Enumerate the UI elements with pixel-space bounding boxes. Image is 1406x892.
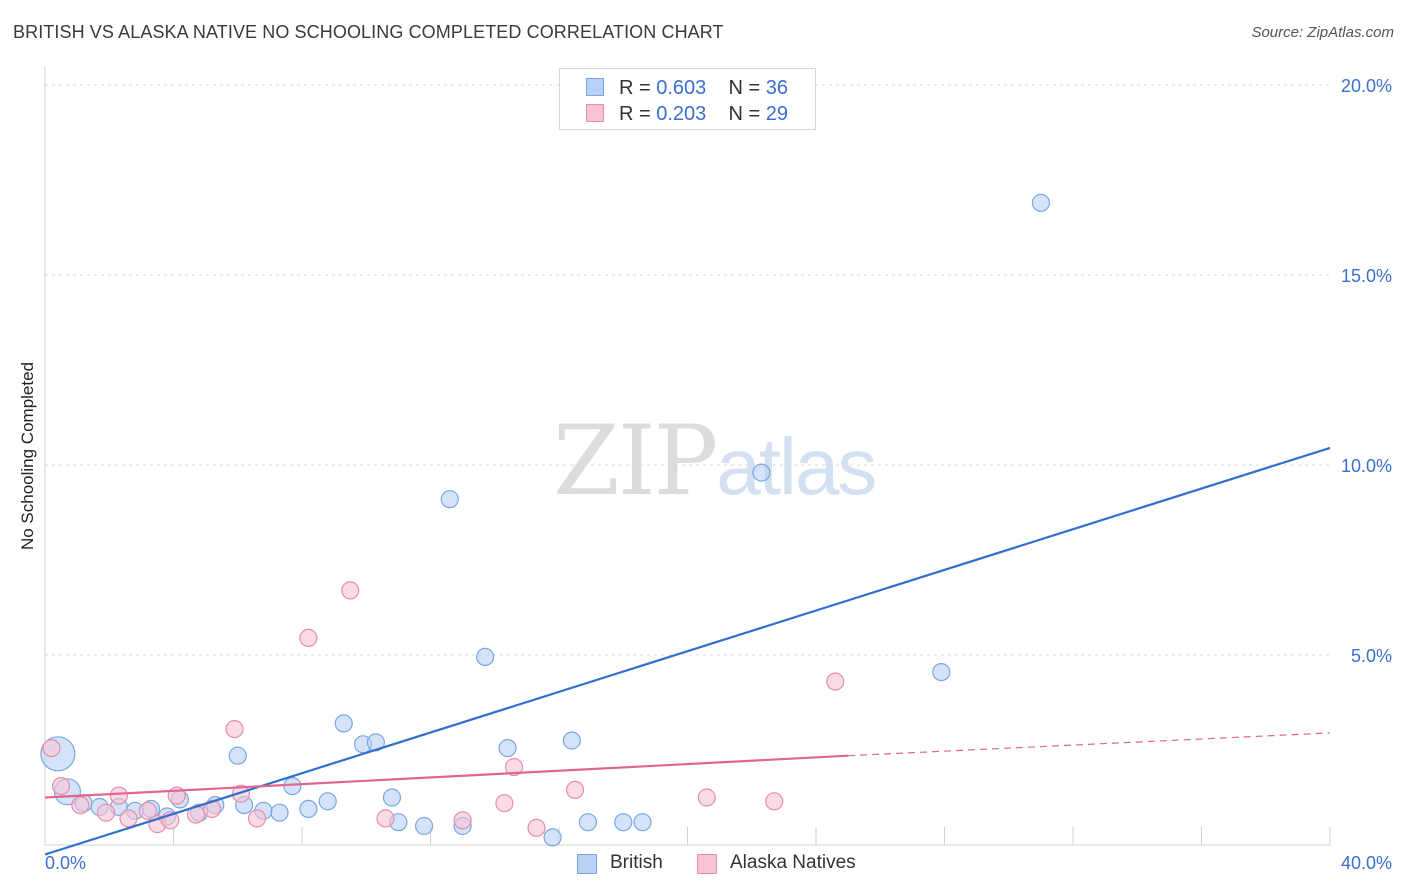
x-tick-label: 40.0% xyxy=(1341,853,1392,873)
alaska-point xyxy=(376,809,395,828)
british-point xyxy=(614,813,633,832)
alaska-point xyxy=(504,757,524,777)
source-label: Source: ZipAtlas.com xyxy=(1251,24,1394,41)
british-point xyxy=(299,799,318,819)
legend-alaska-r-label: R = xyxy=(619,103,657,125)
legend-british-r-value: 0.603 xyxy=(656,77,707,99)
y-axis-title: No Schooling Completed xyxy=(18,361,37,551)
bottom-legend-swatch-british xyxy=(577,854,597,874)
alaska-trendline xyxy=(44,754,849,799)
british-point xyxy=(318,792,337,811)
alaska-point xyxy=(341,581,360,600)
british-point xyxy=(932,662,951,682)
alaska-point xyxy=(71,795,90,815)
alaska-trendline-extension xyxy=(848,732,1331,757)
legend-british-n-value: 36 xyxy=(765,77,789,99)
stats-legend: R = 0.603 N = 36 R = 0.203 N = 29 xyxy=(559,68,816,130)
alaska-point xyxy=(109,786,128,805)
y-tick-label: 20.0% xyxy=(1341,76,1392,96)
legend-british-r-label: R = xyxy=(619,77,657,99)
alaska-point xyxy=(247,809,267,828)
british-point xyxy=(440,490,459,509)
british-point xyxy=(752,463,771,482)
british-point xyxy=(283,776,302,796)
british-point xyxy=(543,828,562,847)
legend-alaska-n-label: N = xyxy=(728,103,766,125)
british-point xyxy=(1031,193,1050,212)
bottom-legend-label-alaska: Alaska Natives xyxy=(730,852,856,873)
x-tick-label: 0.0% xyxy=(45,853,86,873)
y-tick-label: 10.0% xyxy=(1341,456,1392,476)
alaska-point xyxy=(495,794,514,813)
chart-title: BRITISH VS ALASKA NATIVE NO SCHOOLING CO… xyxy=(13,22,724,42)
british-point xyxy=(498,738,517,758)
alaska-point xyxy=(231,784,251,803)
british-point xyxy=(633,813,652,832)
alaska-point xyxy=(138,801,157,820)
british-point xyxy=(562,731,581,750)
alaska-point xyxy=(119,809,138,828)
y-tick-label: 5.0% xyxy=(1351,646,1392,666)
alaska-point xyxy=(765,792,784,811)
british-point xyxy=(228,746,247,765)
alaska-point xyxy=(202,799,222,819)
alaska-point xyxy=(826,672,845,691)
alaska-point xyxy=(527,818,546,838)
british-trendline xyxy=(44,446,1331,856)
legend-swatch-british xyxy=(586,78,604,96)
legend-swatch-alaska xyxy=(586,104,604,122)
british-point xyxy=(414,816,434,836)
british-point xyxy=(334,714,353,733)
bottom-legend-label-british: British xyxy=(610,852,663,873)
british-point xyxy=(270,803,289,822)
alaska-point xyxy=(565,780,585,800)
alaska-point xyxy=(299,628,318,648)
alaska-point xyxy=(51,776,71,796)
british-point xyxy=(476,647,495,667)
alaska-point xyxy=(42,738,61,758)
british-point xyxy=(578,813,598,832)
alaska-point xyxy=(697,788,716,807)
alaska-point xyxy=(225,719,244,739)
bottom-legend-swatch-alaska xyxy=(697,854,717,874)
alaska-point xyxy=(96,803,116,822)
legend-alaska-r-value: 0.203 xyxy=(656,103,707,125)
legend-british-n-label: N = xyxy=(728,77,766,99)
legend-alaska-n-value: 29 xyxy=(765,103,789,125)
alaska-point xyxy=(453,811,472,830)
y-tick-label: 15.0% xyxy=(1341,266,1392,286)
british-point xyxy=(382,788,402,807)
